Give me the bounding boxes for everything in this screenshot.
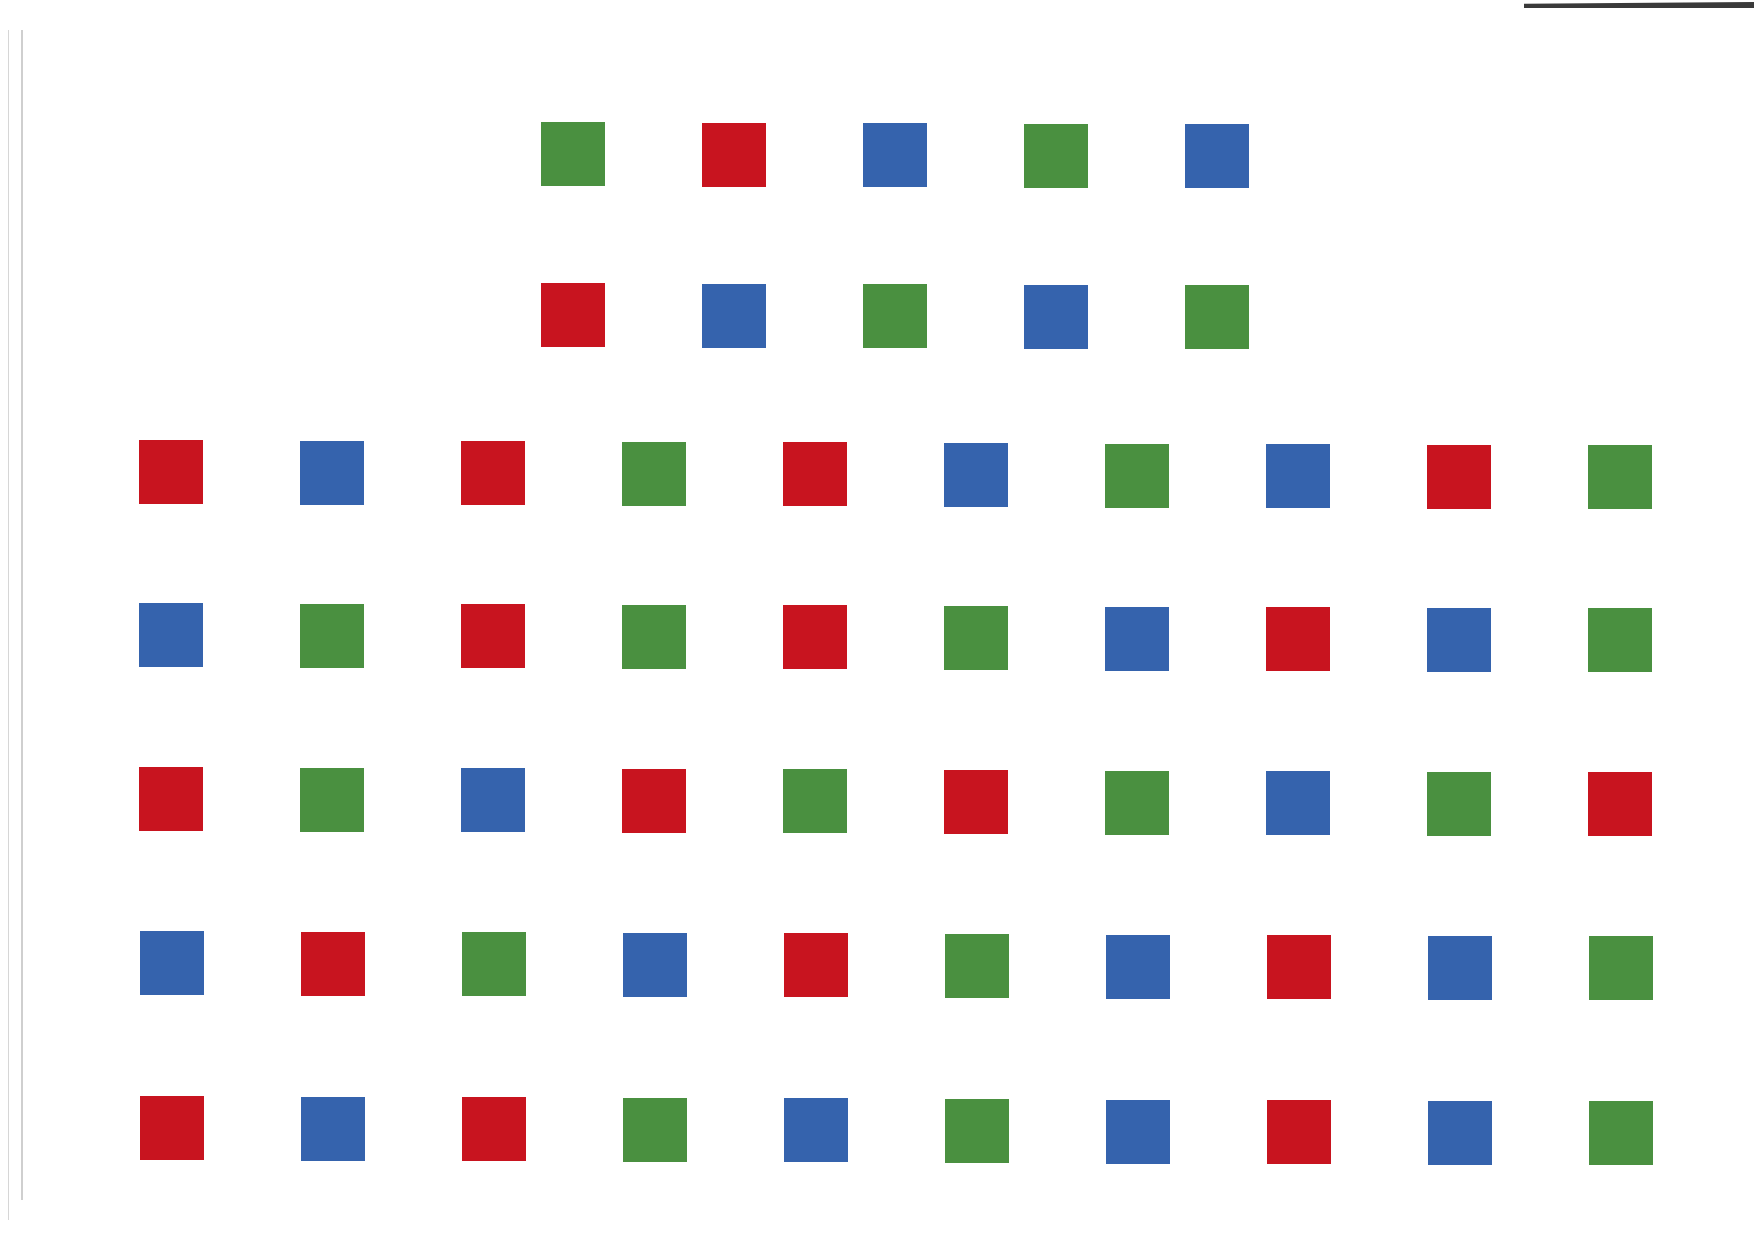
square-green-r5c9 [1427, 771, 1492, 836]
square-red-r5c4 [622, 768, 687, 833]
square-blue-r3c2 [299, 440, 364, 505]
square-green-r5c7 [1105, 770, 1170, 835]
square-green-r3c10 [1587, 445, 1652, 510]
square-red-r4c5 [782, 605, 847, 670]
square-green-r3c7 [1104, 443, 1169, 508]
square-blue-r7c7 [1105, 1099, 1170, 1164]
square-green-r6c3 [461, 932, 526, 997]
square-green-r7c4 [622, 1097, 687, 1162]
square-red-r6c5 [783, 933, 848, 998]
square-red-r3c9 [1426, 444, 1491, 509]
square-blue-r7c9 [1427, 1100, 1492, 1165]
square-red-r1c2 [702, 122, 766, 187]
square-blue-r6c4 [622, 932, 687, 997]
square-green-r4c2 [299, 603, 364, 668]
square-red-r7c1 [139, 1096, 204, 1160]
square-green-r1c4 [1024, 123, 1088, 188]
square-green-r7c10 [1588, 1101, 1653, 1166]
square-blue-r4c1 [138, 603, 203, 667]
square-green-r7c6 [944, 1099, 1009, 1163]
square-green-r6c10 [1588, 936, 1653, 1001]
square-red-r5c6 [944, 770, 1009, 834]
square-red-r7c8 [1266, 1100, 1331, 1165]
square-blue-r5c8 [1266, 771, 1331, 836]
square-red-r2c1 [541, 283, 606, 347]
square-blue-r2c2 [702, 283, 767, 348]
square-red-r5c10 [1588, 772, 1653, 837]
square-green-r5c2 [300, 767, 365, 832]
square-green-r2c3 [863, 284, 928, 349]
square-green-r4c6 [943, 606, 1008, 670]
square-red-r3c3 [460, 441, 525, 506]
scan-edge-left-outer [8, 30, 9, 1220]
square-red-r4c3 [460, 604, 525, 669]
square-green-r2c5 [1185, 285, 1250, 350]
square-green-r4c4 [621, 604, 686, 669]
square-green-r1c1 [541, 122, 605, 186]
square-red-r7c3 [461, 1097, 526, 1162]
square-blue-r7c2 [300, 1096, 365, 1161]
scan-edge-left-inner [21, 30, 23, 1200]
square-blue-r3c8 [1265, 444, 1330, 509]
square-red-r5c1 [139, 767, 204, 831]
square-blue-r1c5 [1185, 124, 1249, 189]
square-blue-r1c3 [863, 123, 927, 188]
square-red-r6c8 [1266, 935, 1331, 1000]
square-red-r6c2 [300, 931, 365, 996]
square-blue-r4c7 [1104, 606, 1169, 671]
square-blue-r4c9 [1426, 607, 1491, 672]
square-red-r3c5 [782, 442, 847, 507]
square-green-r5c5 [783, 769, 848, 834]
square-blue-r6c7 [1105, 934, 1170, 999]
square-blue-r6c1 [139, 931, 204, 995]
square-green-r4c10 [1587, 608, 1652, 673]
square-blue-r7c5 [783, 1098, 848, 1163]
square-blue-r6c9 [1427, 935, 1492, 1000]
square-green-r6c6 [944, 934, 1009, 998]
square-green-r3c4 [621, 441, 686, 506]
scan-edge-top-right [1524, 2, 1754, 8]
square-blue-r5c3 [461, 768, 526, 833]
square-blue-r2c4 [1024, 284, 1089, 349]
square-blue-r3c6 [943, 443, 1008, 507]
square-red-r3c1 [138, 440, 203, 504]
square-red-r4c8 [1265, 607, 1330, 672]
